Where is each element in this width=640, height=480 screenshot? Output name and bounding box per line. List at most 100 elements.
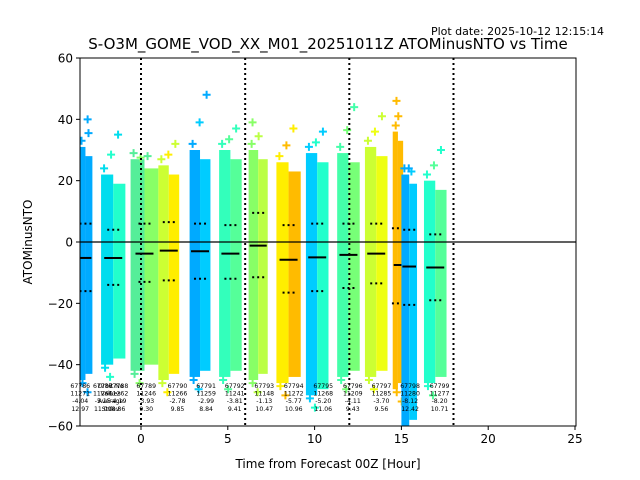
- swath-strip-left: [364, 146, 377, 377]
- orbit-swath-67789: [157, 139, 180, 397]
- y-tick-label: 20: [58, 174, 73, 188]
- outlier-marker: [218, 139, 227, 148]
- annotation-values: 11241: [225, 391, 245, 398]
- outlier-marker: [107, 150, 116, 159]
- annotation-values: 11246: [136, 391, 156, 398]
- outlier-marker: [83, 115, 92, 124]
- y-tick-label: 40: [58, 113, 73, 127]
- swath-strip-left: [158, 165, 169, 380]
- outlier-marker: [202, 90, 211, 99]
- outlier-marker: [194, 385, 203, 394]
- outlier-marker: [188, 139, 197, 148]
- annotation-orbit: 67795: [313, 383, 333, 390]
- outlier-marker: [189, 376, 198, 384]
- annotation-values: 11285: [372, 391, 392, 398]
- outlier-marker: [253, 388, 262, 397]
- swath-strip-left: [305, 153, 318, 396]
- annotation-stdev: 11.09: [94, 406, 112, 413]
- outlier-marker: [164, 150, 173, 159]
- outlier-marker: [318, 127, 327, 136]
- swath-strip-right: [348, 162, 360, 371]
- legend-label: Average: [98, 398, 124, 405]
- annotation-values: 11262: [109, 391, 129, 398]
- x-tick-label: 20: [481, 432, 496, 446]
- outlier-marker: [276, 382, 285, 391]
- outlier-marker: [423, 382, 432, 391]
- outlier-marker: [80, 379, 87, 388]
- outlier-marker: [248, 118, 257, 127]
- outlier-marker: [281, 391, 290, 400]
- x-tick-label: 5: [224, 432, 232, 446]
- orbit-swath-67796: [363, 112, 388, 394]
- outlier-marker: [248, 379, 257, 388]
- outlier-marker: [350, 103, 359, 112]
- swath-strip-right: [288, 171, 301, 377]
- outlier-marker: [436, 146, 445, 154]
- outlier-marker: [130, 369, 139, 378]
- outlier-marker: [304, 142, 313, 151]
- annotation-average: -5.20: [315, 398, 331, 405]
- annotation-stdev: 9.85: [171, 406, 185, 413]
- annotation-average: -3.81: [227, 398, 243, 405]
- orbit-swath-67794: [304, 127, 329, 412]
- vertical-dotted-lines: [140, 58, 455, 426]
- outlier-marker: [336, 142, 345, 151]
- orbit-swath-67786: [80, 115, 93, 397]
- outlier-marker: [83, 388, 92, 397]
- y-axis-label: ATOMinusNTO: [21, 200, 35, 285]
- swath-strip-right: [168, 174, 180, 374]
- outlier-marker: [232, 124, 241, 133]
- outlier-marker: [136, 153, 145, 162]
- annotation-average: -4.19: [110, 398, 126, 405]
- annotation-stdev: 8.86: [112, 406, 126, 413]
- swath-strip-left: [392, 131, 398, 390]
- annotation-orbit: 67793: [254, 383, 274, 390]
- outlier-marker: [394, 112, 403, 121]
- x-axis-ticks: 0 5 10 15 20 25: [137, 426, 583, 446]
- annotation-values: 11266: [168, 391, 188, 398]
- outlier-marker: [80, 136, 86, 145]
- swath-strip-left: [423, 180, 436, 384]
- swath-strip-right: [409, 183, 418, 420]
- outlier-marker: [171, 139, 180, 148]
- x-axis-label: Time from Forecast 00Z [Hour]: [234, 457, 420, 471]
- annotation-orbit: 67799: [430, 383, 450, 390]
- annotation-stdev: 10.96: [285, 406, 303, 413]
- annotation-average: -5.15: [95, 398, 111, 405]
- outlier-marker: [370, 127, 379, 136]
- orbit-swath-67793: [275, 124, 301, 400]
- orbit-swath-67787: [100, 130, 126, 381]
- orbit-annotations: 6778611271-4.0412.976778711266-5.1511.09…: [70, 383, 449, 413]
- annotation-values: 11148: [254, 391, 274, 398]
- swath-strip-right: [200, 159, 211, 371]
- outlier-marker: [195, 118, 204, 127]
- outlier-marker: [84, 129, 93, 138]
- outlier-marker: [392, 388, 401, 397]
- swath-strip-right: [258, 159, 268, 374]
- y-tick-label: −60: [48, 420, 73, 434]
- swath-strip-left: [101, 174, 114, 365]
- annotation-stdev: 8.84: [199, 406, 213, 413]
- plot-date: Plot date: 2025-10-12 12:15:14: [431, 25, 604, 38]
- annotation-average: -4.11: [345, 398, 361, 405]
- swath-strip-right: [230, 159, 242, 371]
- swath-strip-left: [80, 146, 86, 380]
- orbit-swath-67798: [400, 164, 418, 426]
- x-tick-label: 0: [137, 432, 145, 446]
- outlier-marker: [369, 385, 378, 394]
- annotation-values: 11266: [93, 391, 113, 398]
- orbit-swath-67799: [422, 146, 447, 400]
- orbit-swath-67791: [218, 124, 242, 394]
